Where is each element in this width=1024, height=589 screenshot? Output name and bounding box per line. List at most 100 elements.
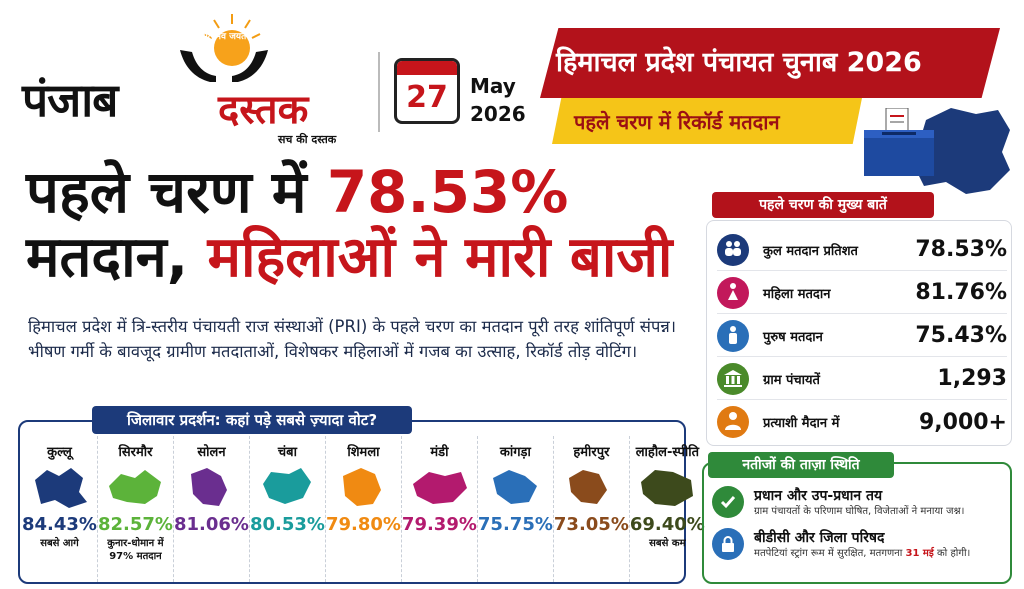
- status-item-sub: मतपेटियां स्ट्रांग रूम में सुरक्षित, मतग…: [754, 547, 970, 561]
- status-sub-date: 31 मई: [905, 548, 934, 559]
- district-item: सिरमौर 82.57% कुनार-धोमान में 97% मतदान: [98, 436, 174, 582]
- status-sub-after: को होगी।: [933, 548, 971, 559]
- sun-emblem-icon: [203, 14, 261, 66]
- status-item-bdc: बीडीसी और जिला परिषद मतपेटियां स्ट्रांग …: [712, 528, 1008, 561]
- district-panel-title: जिलावार प्रदर्शन: कहां पड़े सबसे ज़्यादा…: [92, 406, 412, 434]
- status-sub-before: मतपेटियां स्ट्रांग रूम में सुरक्षित, मतग…: [754, 548, 906, 559]
- headline-line2: मतदान, महिलाओं ने मारी बाजी: [26, 226, 672, 290]
- fact-label: कुल मतदान प्रतिशत: [763, 243, 858, 259]
- district-map-icon: [191, 468, 228, 506]
- district-map-icon: [109, 470, 162, 504]
- banner-red-bg: [540, 28, 1000, 98]
- candidate-icon: [717, 406, 749, 438]
- district-percentage: 75.75%: [477, 514, 553, 535]
- headline-line2-prefix: मतदान,: [26, 225, 208, 290]
- header-divider: [378, 52, 380, 132]
- himachal-map-icon: [912, 108, 1010, 194]
- status-item-title: बीडीसी और जिला परिषद: [754, 530, 885, 546]
- district-name: कुल्लू: [47, 445, 72, 460]
- district-item: कुल्लू 84.43% सबसे आगे: [22, 436, 98, 582]
- key-facts-title: पहले चरण की मुख्य बातें: [712, 192, 934, 218]
- brand-name-right: दस्तक: [218, 87, 309, 133]
- brand-name-left: पंजाब: [22, 73, 118, 127]
- district-percentage: 73.05%: [553, 514, 629, 535]
- headline-percentage: 78.53%: [326, 158, 569, 226]
- district-name: चंबा: [277, 445, 297, 460]
- district-item: लाहौल-स्पीति 69.40% सबसे कम: [630, 436, 705, 582]
- check-icon: [712, 486, 744, 518]
- lock-icon: [712, 528, 744, 560]
- fact-value: 1,293: [937, 366, 1007, 391]
- district-percentage: 81.06%: [173, 514, 249, 535]
- hands-icon: [180, 50, 268, 82]
- district-item: चंबा 80.53%: [250, 436, 326, 582]
- fact-row: प्रत्याशी मैदान में 9,000+: [717, 401, 1007, 443]
- district-item: सोलन 81.06%: [174, 436, 250, 582]
- banner-yellow-bg: [552, 98, 862, 144]
- fact-label: प्रत्याशी मैदान में: [763, 416, 840, 431]
- headline-line1: पहले चरण में 78.53%: [26, 160, 568, 224]
- summary-text: हिमाचल प्रदेश में त्रि-स्तरीय पंचायती रा…: [28, 317, 676, 361]
- district-map-icon: [413, 472, 468, 504]
- status-item-pradhan: प्रधान और उप-प्रधान तय ग्राम पंचायतों के…: [712, 486, 1008, 519]
- district-name: कांगड़ा: [499, 445, 531, 460]
- district-name: लाहौल-स्पीति: [635, 445, 699, 460]
- district-percentage: 82.57%: [97, 514, 173, 535]
- district-note: सबसे कम: [649, 538, 686, 549]
- building-icon: [717, 362, 749, 395]
- district-name: मंडी: [430, 445, 449, 460]
- district-percentage: 84.43%: [22, 514, 97, 535]
- district-map-icon: [569, 470, 608, 504]
- people-icon: [717, 233, 749, 266]
- district-map-icon: [641, 470, 694, 506]
- district-item: मंडी 79.39%: [402, 436, 478, 582]
- results-status-panel: [702, 462, 1012, 584]
- district-item: कांगड़ा 75.75%: [478, 436, 554, 582]
- fact-value: 9,000+: [918, 409, 1007, 435]
- district-name: हमीरपुर: [573, 445, 610, 460]
- banner-subtitle: पहले चरण में रिकॉर्ड मतदान: [574, 110, 780, 134]
- district-note: कुनार-धोमान में 97% मतदान: [107, 538, 164, 562]
- fact-row: महिला मतदान 81.76%: [717, 272, 1007, 314]
- fact-label: पुरुष मतदान: [763, 329, 823, 345]
- ballot-box-icon: [864, 108, 934, 176]
- emblem-text: सत्यमेव जयते: [201, 32, 247, 42]
- date-day: 27: [406, 80, 448, 115]
- district-percentage: 80.53%: [249, 514, 325, 535]
- district-note: सबसे आगे: [40, 538, 79, 549]
- district-map-icon: [35, 468, 88, 508]
- fact-value: 81.76%: [915, 280, 1007, 305]
- results-status-title: नतीजों की ताज़ा स्थिति: [708, 452, 894, 478]
- district-item: हमीरपुर 73.05%: [554, 436, 630, 582]
- fact-label: ग्राम पंचायतें: [763, 372, 820, 388]
- district-percentage: 69.40%: [629, 514, 705, 535]
- district-name: सिरमौर: [118, 445, 153, 460]
- fact-row: ग्राम पंचायतें 1,293: [717, 358, 1007, 400]
- date-year: 2026: [470, 102, 526, 126]
- fact-row: पुरुष मतदान 75.43%: [717, 315, 1007, 357]
- district-item: शिमला 79.80%: [326, 436, 402, 582]
- fact-value: 78.53%: [915, 237, 1007, 262]
- district-name: सोलन: [197, 445, 226, 460]
- fact-row: कुल मतदान प्रतिशत 78.53%: [717, 229, 1007, 271]
- district-map-icon: [343, 468, 382, 506]
- status-item-title: प्रधान और उप-प्रधान तय: [754, 488, 883, 504]
- headline-line1-prefix: पहले चरण में: [26, 158, 327, 226]
- banner-title: हिमाचल प्रदेश पंचायत चुनाब 2026: [556, 47, 922, 78]
- fact-value: 75.43%: [915, 323, 1007, 348]
- headline-line2-highlight: महिलाओं ने मारी बाजी: [207, 225, 673, 290]
- date-month: May: [470, 74, 516, 98]
- fact-label: महिला मतदान: [763, 286, 831, 302]
- calendar-icon: 27: [394, 58, 460, 124]
- key-facts-panel: कुल मतदान प्रतिशत 78.53% महिला मतदान 81.76%…: [706, 220, 1012, 446]
- district-percentage: 79.80%: [325, 514, 401, 535]
- district-list: कुल्लू 84.43% सबसे आगे सिरमौर 82.57% कुनार-धो…: [22, 436, 705, 582]
- district-map-icon: [493, 470, 538, 504]
- district-name: शिमला: [347, 445, 380, 460]
- brand-tagline: सच की दस्तक: [278, 133, 337, 146]
- man-icon: [717, 319, 749, 352]
- status-item-sub: ग्राम पंचायतों के परिणाम घोषित, विजेताओं…: [754, 506, 965, 517]
- woman-icon: [717, 276, 749, 309]
- brand-logo: पंजाब दस्तक सच की दस्तक: [18, 6, 378, 146]
- district-map-icon: [263, 468, 312, 504]
